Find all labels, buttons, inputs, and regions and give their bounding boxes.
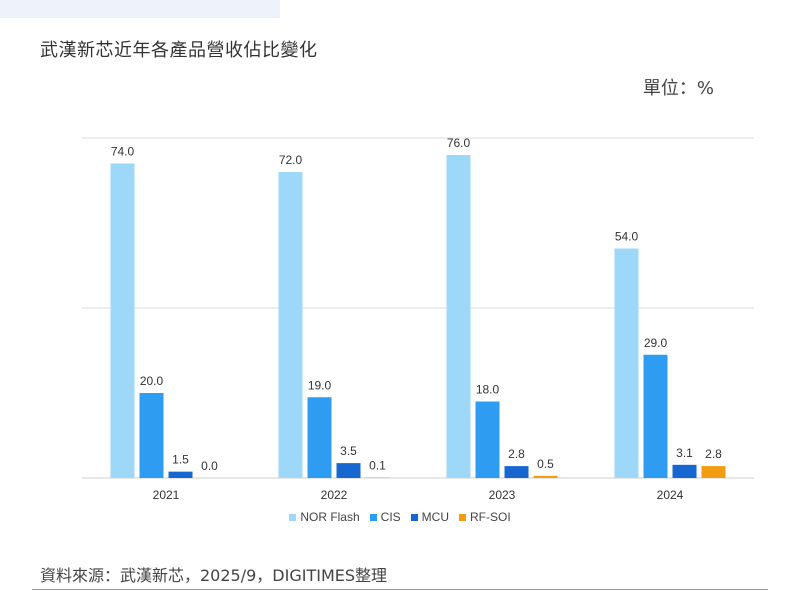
data-label: 76.0 bbox=[447, 136, 471, 150]
source-divider bbox=[32, 589, 768, 590]
bar-nor-flash-2024 bbox=[614, 248, 639, 478]
x-tick-label: 2021 bbox=[153, 488, 180, 502]
legend-swatch bbox=[369, 513, 377, 521]
data-label: 0.0 bbox=[201, 459, 218, 473]
bar-rf-soi-2024 bbox=[701, 466, 726, 478]
data-label: 20.0 bbox=[140, 374, 164, 388]
bar-cis-2023 bbox=[475, 401, 500, 478]
data-label: 2.8 bbox=[508, 447, 525, 461]
data-label: 72.0 bbox=[279, 153, 303, 167]
legend-label: MCU bbox=[421, 510, 449, 524]
bar-nor-flash-2021 bbox=[110, 163, 135, 478]
data-label: 18.0 bbox=[476, 383, 500, 397]
bar-rf-soi-2023 bbox=[533, 475, 558, 478]
unit-label: 單位：% bbox=[642, 78, 714, 99]
source-note: 資料來源：武漢新芯，2025/9，DIGITIMES整理 bbox=[40, 566, 388, 585]
legend-swatch bbox=[410, 513, 418, 521]
data-label: 2.8 bbox=[705, 447, 722, 461]
data-label: 54.0 bbox=[615, 230, 639, 244]
data-label: 74.0 bbox=[111, 145, 135, 159]
data-label: 0.5 bbox=[537, 457, 554, 471]
legend-item: CIS bbox=[369, 510, 401, 524]
data-label: 1.5 bbox=[172, 453, 189, 467]
bar-nor-flash-2022 bbox=[278, 172, 303, 478]
legend-item: MCU bbox=[410, 510, 449, 524]
top-banner-strip bbox=[0, 0, 280, 18]
bar-nor-flash-2023 bbox=[446, 155, 471, 478]
bar-mcu-2022 bbox=[336, 463, 361, 478]
legend-label: CIS bbox=[380, 510, 401, 524]
bar-cis-2021 bbox=[139, 393, 164, 478]
data-label: 19.0 bbox=[308, 378, 332, 392]
bar-cis-2022 bbox=[307, 397, 332, 478]
bar-mcu-2021 bbox=[168, 471, 193, 478]
chart-title: 武漢新芯近年各產品營收佔比變化 bbox=[40, 40, 318, 61]
x-tick-label: 2023 bbox=[489, 488, 516, 502]
bar-cis-2024 bbox=[643, 354, 668, 478]
data-label: 29.0 bbox=[644, 336, 668, 350]
x-tick-label: 2024 bbox=[657, 488, 684, 502]
data-label: 0.1 bbox=[369, 459, 386, 473]
legend-item: RF-SOI bbox=[459, 510, 511, 524]
x-tick-label: 2022 bbox=[321, 488, 348, 502]
legend-label: RF-SOI bbox=[470, 510, 511, 524]
legend-label: NOR Flash bbox=[300, 510, 360, 524]
bar-mcu-2024 bbox=[672, 464, 697, 478]
chart-legend: NOR Flash CIS MCU RF-SOI bbox=[0, 510, 800, 524]
legend-item: NOR Flash bbox=[289, 510, 360, 524]
bar-mcu-2023 bbox=[504, 466, 529, 478]
data-label: 3.1 bbox=[676, 446, 693, 460]
data-label: 3.5 bbox=[340, 444, 357, 458]
legend-swatch bbox=[459, 513, 466, 521]
legend-swatch bbox=[289, 513, 297, 521]
